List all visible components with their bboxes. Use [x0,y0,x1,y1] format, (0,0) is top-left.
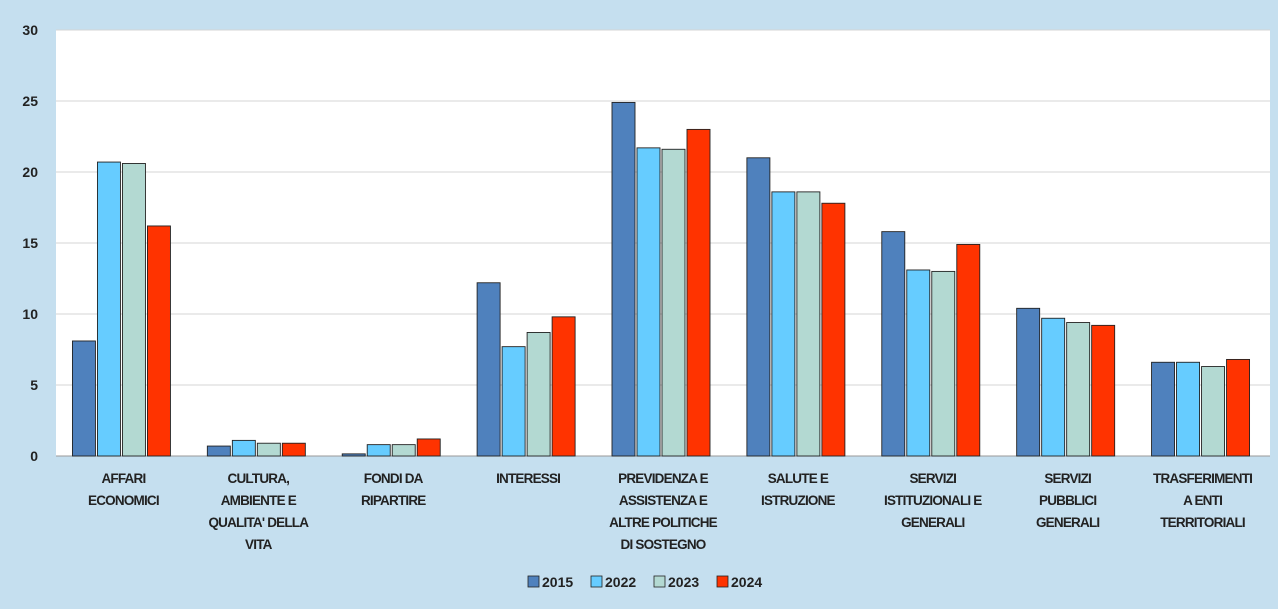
bar-2023 [1201,366,1226,457]
y-tick-label: 0 [30,448,38,464]
legend-label: 2024 [731,574,762,590]
category-label-line: ECONOMICI [88,493,159,508]
legend-item-2023: 2023 [653,574,699,590]
bar-2022 [771,191,796,457]
bar-2015 [71,340,96,457]
category-label-line: GENERALI [1036,515,1099,530]
y-tick-label: 30 [22,22,38,38]
category-label-line: SERVIZI [909,471,956,486]
y-axis-ticks: 0 5 10 15 20 25 30 [22,22,38,464]
x-axis-labels: AFFARI ECONOMICI CULTURA, AMBIENTE E QUALITA… [88,471,1253,552]
category-label-line: INTERESSI [496,471,560,486]
bar-2024 [551,316,576,457]
bar-2023 [661,148,686,457]
bar-2022 [231,439,256,457]
category-label-line: A ENTI [1183,493,1222,508]
bar-2022 [96,161,121,457]
category-label: AFFARI ECONOMICI [88,471,160,508]
category-label-line: PUBBLICI [1039,493,1096,508]
bar-2022 [501,346,526,457]
y-tick-label: 25 [22,93,38,109]
category-label: INTERESSI [496,471,561,486]
bars [71,101,1251,457]
y-tick-label: 10 [22,306,38,322]
category-label: SERVIZI PUBBLICI GENERALI [1036,471,1100,530]
bar-2023 [391,444,416,457]
bar-2023 [256,442,281,457]
bar-2023 [1066,322,1091,457]
category-label: TRASFERIMENTI A ENTI TERRITORIALI [1153,471,1253,530]
category-label-line: RIPARTIRE [361,493,426,508]
legend-swatch [653,575,666,588]
bar-2022 [1041,317,1066,457]
legend-label: 2023 [668,574,699,590]
legend-label: 2015 [542,574,573,590]
category-label: SERVIZI ISTITUZIONALI E GENERALI [884,471,983,530]
category-label-line: CULTURA, [228,471,290,486]
bar-2015 [1016,307,1041,457]
category-label: FONDI DA RIPARTIRE [361,471,427,508]
legend: 2015 2022 2023 2024 [527,574,762,590]
bar-2022 [366,444,391,457]
bar-2015 [746,157,771,457]
bar-2024 [416,438,441,457]
bar-2022 [906,269,931,457]
category-label-line: QUALITA' DELLA [208,515,309,530]
bar-2023 [121,163,146,457]
category-label-line: VITA [245,537,273,552]
bar-2022 [636,147,661,457]
bar-2015 [476,282,501,457]
category-label-line: ASSISTENZA E [619,493,708,508]
legend-item-2015: 2015 [527,574,573,590]
category-label: PREVIDENZA E ASSISTENZA E ALTRE POLITICHE D… [609,471,718,552]
bar-2023 [526,332,551,457]
y-tick-label: 15 [22,235,38,251]
category-label-line: TRASFERIMENTI [1153,471,1252,486]
category-label-line: ISTITUZIONALI E [884,493,982,508]
category-label-line: SERVIZI [1044,471,1091,486]
category-label-line: DI SOSTEGNO [621,537,706,552]
y-tick-label: 20 [22,164,38,180]
category-label-line: SALUTE E [768,471,829,486]
bar-2024 [146,225,171,457]
bar-2024 [1226,358,1251,457]
bar-2015 [1151,361,1176,457]
legend-swatch [527,575,540,588]
category-label-line: ALTRE POLITICHE [609,515,718,530]
legend-label: 2022 [605,574,636,590]
bar-2024 [956,243,981,457]
category-label-line: FONDI DA [364,471,424,486]
bar-2024 [1091,324,1116,457]
legend-swatch [590,575,603,588]
category-label-line: AMBIENTE E [221,493,297,508]
category-label: SALUTE E ISTRUZIONE [761,471,836,508]
bar-2015 [341,453,366,457]
bar-2015 [206,445,231,457]
y-tick-label: 5 [30,377,38,393]
bar-2015 [881,231,906,457]
category-label-line: PREVIDENZA E [618,471,708,486]
bar-2024 [821,202,846,457]
legend-swatch [716,575,729,588]
category-label-line: TERRITORIALI [1160,515,1245,530]
category-label: CULTURA, AMBIENTE E QUALITA' DELLA VITA [208,471,310,552]
bar-2023 [931,270,956,457]
category-label-line: ISTRUZIONE [761,493,836,508]
bar-2024 [686,128,711,457]
legend-item-2022: 2022 [590,574,636,590]
bar-2015 [611,101,636,457]
category-label-line: GENERALI [901,515,964,530]
bar-2023 [796,191,821,457]
bar-2022 [1176,361,1201,457]
bar-2024 [281,442,306,457]
category-label-line: AFFARI [101,471,145,486]
legend-item-2024: 2024 [716,574,762,590]
